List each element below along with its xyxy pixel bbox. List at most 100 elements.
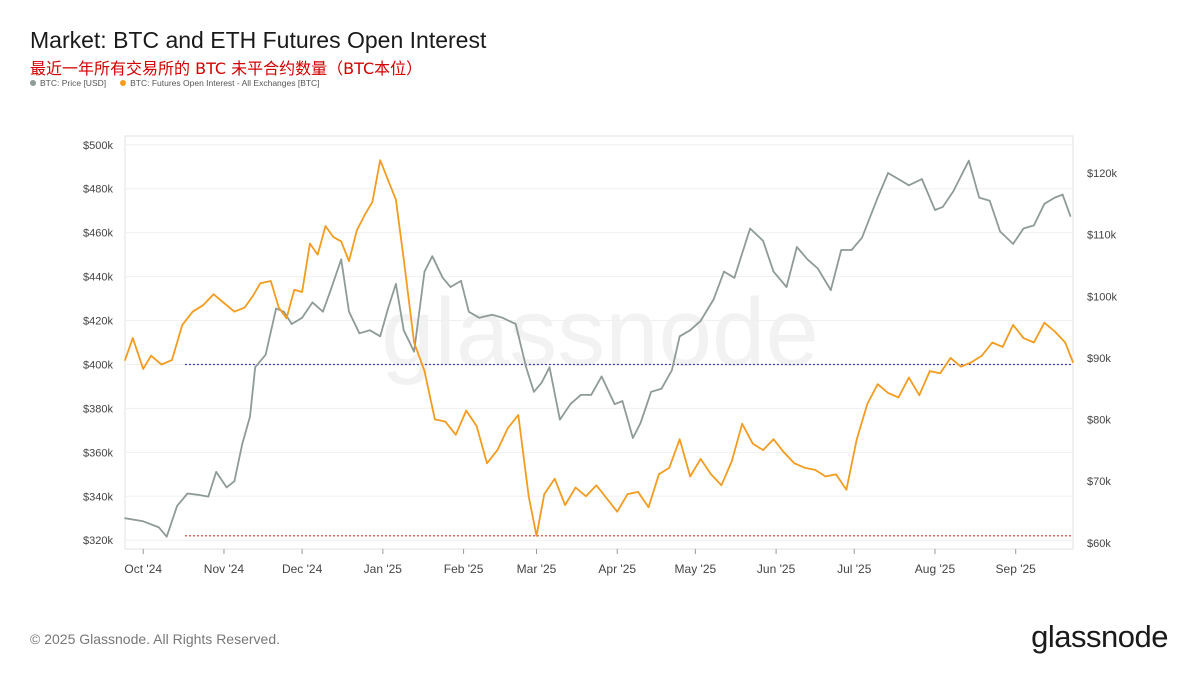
open-interest-point bbox=[939, 372, 941, 375]
price-point bbox=[921, 178, 923, 180]
open-interest-point bbox=[171, 359, 173, 361]
open-interest-point bbox=[423, 370, 426, 372]
open-interest-point bbox=[285, 317, 288, 320]
price-point bbox=[369, 329, 371, 332]
x-axis-tick-label: Feb '25 bbox=[444, 562, 484, 576]
open-interest-point bbox=[678, 438, 681, 441]
price-point bbox=[533, 391, 535, 393]
open-interest-point bbox=[824, 475, 827, 478]
price-point bbox=[678, 335, 681, 338]
open-interest-point bbox=[689, 475, 691, 478]
page-subtitle: 最近一年所有交易所的 BTC 未平合约数量（BTC本位） bbox=[30, 59, 423, 78]
x-axis-tick-label: Nov '24 bbox=[204, 562, 245, 576]
price-point bbox=[264, 354, 267, 356]
left-axis-tick-label: $360k bbox=[83, 447, 113, 459]
open-interest-point bbox=[929, 370, 931, 372]
open-interest-point bbox=[387, 179, 389, 181]
price-point bbox=[460, 280, 462, 282]
price-point bbox=[241, 443, 243, 446]
open-interest-point bbox=[202, 304, 204, 307]
open-interest-point bbox=[517, 414, 520, 416]
open-interest-point bbox=[223, 302, 225, 304]
price-point bbox=[621, 400, 624, 402]
price-point bbox=[817, 267, 819, 270]
price-point bbox=[876, 196, 879, 199]
series-line-open-interest bbox=[124, 159, 1074, 537]
price-point bbox=[952, 190, 954, 193]
right-axis-tick-label: $110k bbox=[1087, 230, 1117, 242]
open-interest-point bbox=[731, 460, 733, 462]
price-point bbox=[514, 323, 517, 325]
open-interest-point bbox=[301, 291, 303, 293]
x-axis-tick-label: Sep '25 bbox=[996, 562, 1037, 576]
price-point bbox=[650, 391, 652, 393]
open-interest-point bbox=[762, 449, 764, 451]
open-interest-point bbox=[585, 495, 587, 498]
open-interest-point bbox=[309, 242, 311, 245]
open-interest-point bbox=[897, 396, 900, 399]
price-point bbox=[249, 415, 251, 418]
open-interest-point bbox=[1033, 341, 1035, 344]
open-interest-point bbox=[970, 361, 973, 364]
x-axis-tick-label: Apr '25 bbox=[598, 562, 636, 576]
legend-item-price[interactable]: BTC: Price [USD] bbox=[30, 78, 106, 88]
price-point bbox=[785, 286, 788, 288]
price-point bbox=[379, 335, 382, 338]
price-point bbox=[311, 301, 314, 304]
open-interest-point bbox=[710, 473, 712, 476]
right-axis-tick-label: $90k bbox=[1087, 353, 1111, 365]
open-interest-point bbox=[142, 368, 144, 370]
price-point bbox=[999, 230, 1001, 233]
open-interest-point bbox=[160, 363, 163, 366]
left-axis-tick-label: $400k bbox=[83, 359, 113, 371]
price-point bbox=[301, 317, 303, 319]
right-axis-tick-label: $80k bbox=[1087, 415, 1111, 427]
price-point bbox=[233, 480, 236, 483]
price-point bbox=[215, 471, 217, 473]
open-interest-point bbox=[658, 473, 660, 476]
legend-item-open-interest[interactable]: BTC: Futures Open Interest - All Exchang… bbox=[120, 78, 320, 88]
price-point bbox=[772, 270, 775, 273]
right-axis-tick-label: $70k bbox=[1087, 476, 1111, 488]
open-interest-point bbox=[363, 214, 366, 216]
price-point bbox=[908, 184, 910, 187]
open-interest-point bbox=[1072, 361, 1074, 364]
left-axis-tick-label: $420k bbox=[83, 316, 113, 328]
open-interest-point bbox=[132, 337, 134, 339]
open-interest-point bbox=[332, 236, 335, 238]
open-interest-point bbox=[444, 420, 447, 423]
price-point bbox=[449, 286, 452, 288]
price-point bbox=[632, 437, 634, 439]
open-interest-point bbox=[1043, 321, 1046, 324]
price-point bbox=[402, 329, 405, 332]
open-interest-point bbox=[1022, 337, 1025, 339]
price-point bbox=[712, 298, 715, 301]
price-point bbox=[478, 317, 481, 319]
open-interest-point bbox=[845, 488, 848, 491]
open-interest-point bbox=[244, 306, 246, 309]
open-interest-point bbox=[543, 493, 546, 495]
open-interest-point bbox=[595, 484, 598, 487]
open-interest-point bbox=[413, 341, 415, 344]
price-point bbox=[613, 403, 616, 405]
plot-area bbox=[124, 135, 1074, 550]
open-interest-point bbox=[124, 359, 126, 361]
open-interest-point bbox=[1054, 330, 1056, 333]
copyright-footer: © 2025 Glassnode. All Rights Reserved. bbox=[30, 631, 281, 647]
price-point bbox=[1069, 215, 1072, 217]
open-interest-point bbox=[626, 493, 629, 495]
open-interest-point bbox=[1001, 346, 1004, 348]
price-point bbox=[322, 310, 324, 313]
open-interest-point bbox=[356, 229, 358, 232]
open-interest-point bbox=[835, 473, 837, 476]
open-interest-point bbox=[720, 484, 723, 487]
open-interest-point bbox=[1064, 341, 1066, 344]
price-point bbox=[329, 289, 332, 291]
open-interest-point bbox=[637, 491, 639, 493]
open-interest-point bbox=[803, 466, 806, 469]
open-interest-point bbox=[741, 423, 743, 425]
open-interest-point bbox=[949, 357, 952, 359]
price-point bbox=[1043, 203, 1046, 205]
open-interest-point bbox=[564, 504, 566, 506]
price-point bbox=[887, 172, 889, 174]
